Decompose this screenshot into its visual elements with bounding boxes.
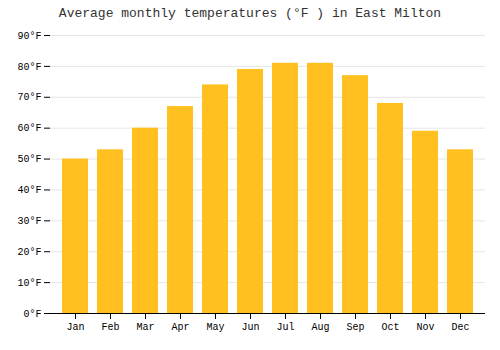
svg-text:60°F: 60°F — [17, 123, 41, 134]
svg-text:10°F: 10°F — [17, 278, 41, 289]
svg-text:80°F: 80°F — [17, 62, 41, 73]
svg-text:May: May — [206, 322, 224, 333]
svg-text:70°F: 70°F — [17, 92, 41, 103]
svg-text:30°F: 30°F — [17, 216, 41, 227]
svg-text:Feb: Feb — [101, 322, 119, 333]
svg-text:50°F: 50°F — [17, 154, 41, 165]
svg-text:Dec: Dec — [451, 322, 469, 333]
svg-text:40°F: 40°F — [17, 185, 41, 196]
svg-text:90°F: 90°F — [17, 31, 41, 42]
svg-text:Apr: Apr — [171, 322, 189, 333]
svg-text:Sep: Sep — [346, 322, 364, 333]
svg-text:Jan: Jan — [66, 322, 84, 333]
svg-text:Nov: Nov — [416, 322, 434, 333]
svg-text:20°F: 20°F — [17, 247, 41, 258]
html-text:Average monthly temperatures (: Average monthly temperatures (°F ) in Ea… — [58, 6, 442, 21]
svg-text:Jul: Jul — [276, 322, 294, 333]
svg-text:Oct: Oct — [381, 322, 399, 333]
svg-text:Mar: Mar — [136, 322, 154, 333]
svg-text:0°F: 0°F — [23, 309, 41, 320]
svg-text:Jun: Jun — [241, 322, 259, 333]
svg-text:Aug: Aug — [311, 322, 329, 333]
